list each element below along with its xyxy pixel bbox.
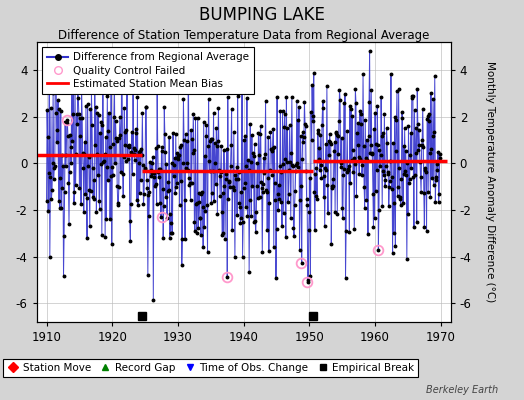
Text: Berkeley Earth: Berkeley Earth <box>425 385 498 395</box>
Y-axis label: Monthly Temperature Anomaly Difference (°C): Monthly Temperature Anomaly Difference (… <box>485 61 495 303</box>
Legend: Station Move, Record Gap, Time of Obs. Change, Empirical Break: Station Move, Record Gap, Time of Obs. C… <box>3 359 418 377</box>
Title: Difference of Station Temperature Data from Regional Average: Difference of Station Temperature Data f… <box>58 29 429 42</box>
Text: BUMPING LAKE: BUMPING LAKE <box>199 6 325 24</box>
